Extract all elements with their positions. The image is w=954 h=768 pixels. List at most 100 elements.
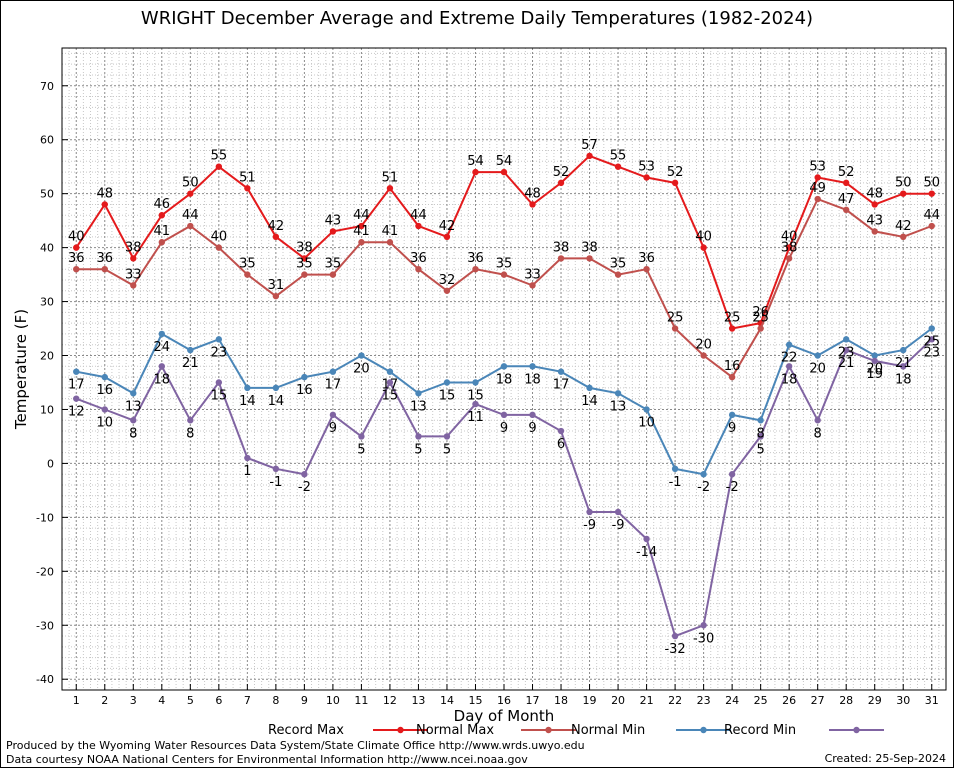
- x-tick-label: 13: [411, 694, 425, 707]
- record-max-point: [785, 244, 793, 251]
- normal-min-point: [671, 465, 679, 473]
- normal-max-point: [728, 373, 736, 381]
- record-min-data-label: -14: [636, 545, 657, 560]
- record-max-data-label: 38: [296, 240, 313, 255]
- record-max-point: [900, 190, 907, 197]
- record-min-data-label: 8: [129, 426, 137, 441]
- record-max-data-label: 52: [553, 165, 570, 180]
- record-min-point: [900, 363, 907, 370]
- record-min-point: [614, 508, 622, 516]
- normal-min-point: [472, 379, 479, 386]
- legend-item-normal-min: Normal Min: [571, 723, 731, 738]
- normal-max-point: [643, 265, 650, 273]
- record-max-data-label: 50: [895, 176, 912, 191]
- record-max-point: [415, 222, 422, 230]
- normal-max-data-label: 33: [524, 267, 541, 282]
- normal-max-data-label: 41: [353, 224, 370, 239]
- y-tick-label: 40: [40, 242, 54, 255]
- record-min-data-label: 12: [68, 405, 85, 420]
- record-max-point: [500, 168, 508, 176]
- normal-max-data-label: 38: [581, 240, 598, 255]
- record-min-data-label: 18: [154, 372, 171, 387]
- normal-max-data-label: 40: [211, 230, 228, 245]
- record-min-point: [842, 346, 850, 354]
- record-max-point: [301, 255, 308, 262]
- chart-title: WRIGHT December Average and Extreme Dail…: [140, 8, 814, 29]
- record-min-point: [301, 471, 308, 478]
- record-max-data-label: 40: [68, 230, 85, 245]
- normal-max-data-label: 42: [895, 219, 912, 234]
- record-max-data-label: 48: [524, 186, 541, 201]
- legend-swatch-marker: [397, 726, 404, 734]
- record-min-data-label: -2: [726, 480, 739, 495]
- series-lines: [73, 152, 935, 640]
- normal-min-point: [443, 379, 451, 386]
- y-tick-label: -40: [36, 673, 54, 686]
- record-min-data-label: -30: [693, 631, 714, 646]
- legend-item-normal-max: Normal Max: [416, 723, 576, 738]
- normal-max-data-label: 20: [695, 338, 712, 353]
- normal-min-data-label: 20: [353, 362, 370, 377]
- normal-max-data-label: 16: [724, 359, 741, 374]
- normal-max-data-label: 49: [809, 181, 826, 196]
- x-tick-label: 26: [782, 694, 796, 707]
- record-min-point: [671, 632, 679, 640]
- record-max-point: [215, 163, 223, 170]
- record-min-point: [871, 357, 878, 365]
- x-tick-label: 8: [272, 694, 279, 707]
- record-min-point: [728, 471, 736, 478]
- record-max-point: [842, 179, 850, 187]
- record-max-point: [671, 179, 679, 187]
- normal-max-data-label: 35: [496, 257, 513, 272]
- x-tick-label: 17: [526, 694, 540, 707]
- record-max-point: [386, 185, 394, 192]
- record-max-data-label: 53: [809, 159, 826, 174]
- normal-max-point: [272, 292, 280, 300]
- normal-max-data-label: 41: [154, 224, 171, 239]
- record-max-data-label: 25: [724, 311, 741, 326]
- normal-max-point: [529, 282, 536, 289]
- x-tick-label: 11: [354, 694, 368, 707]
- record-max-point: [871, 201, 878, 208]
- record-max-data-label: 50: [182, 176, 199, 191]
- normal-min-point: [101, 373, 108, 381]
- x-tick-label: 22: [668, 694, 682, 707]
- legend-swatch-marker: [700, 726, 707, 734]
- record-min-point: [928, 336, 935, 343]
- normal-max-data-label: 31: [268, 278, 285, 293]
- x-tick-label: 31: [925, 694, 939, 707]
- normal-min-data-label: 14: [268, 394, 285, 409]
- x-tick-label: 2: [101, 694, 108, 707]
- record-max-data-label: 50: [923, 176, 940, 191]
- normal-min-data-label: 18: [496, 372, 513, 387]
- record-min-point: [443, 433, 451, 440]
- normal-min-point: [500, 363, 508, 370]
- record-max-data-label: 40: [781, 230, 798, 245]
- record-max-point: [700, 244, 707, 251]
- record-max-data-label: 38: [125, 240, 142, 255]
- credit-line-1: Produced by the Wyoming Water Resources …: [6, 739, 585, 752]
- record-max-data-label: 53: [638, 159, 655, 174]
- x-tick-label: 12: [383, 694, 397, 707]
- record-min-data-label: 5: [414, 442, 422, 457]
- normal-max-point: [386, 239, 394, 246]
- x-tick-label: 28: [839, 694, 853, 707]
- record-min-point: [101, 406, 108, 413]
- y-tick-label: 0: [47, 457, 54, 470]
- normal-max-data-label: 41: [382, 224, 399, 239]
- y-tick-label: -10: [36, 511, 54, 524]
- legend-swatch-marker: [545, 726, 552, 734]
- normal-max-point: [928, 222, 935, 230]
- normal-min-point: [557, 368, 565, 375]
- normal-min-data-label: -2: [697, 480, 710, 495]
- normal-max-data-label: 43: [866, 213, 883, 228]
- normal-min-data-label: 15: [439, 388, 456, 403]
- x-tick-label: 9: [301, 694, 308, 707]
- record-max-point: [358, 222, 365, 230]
- record-min-point: [187, 417, 194, 424]
- normal-max-data-label: 44: [923, 208, 940, 223]
- normal-max-point: [586, 255, 593, 262]
- record-min-point: [557, 427, 565, 435]
- normal-min-data-label: 17: [382, 378, 399, 393]
